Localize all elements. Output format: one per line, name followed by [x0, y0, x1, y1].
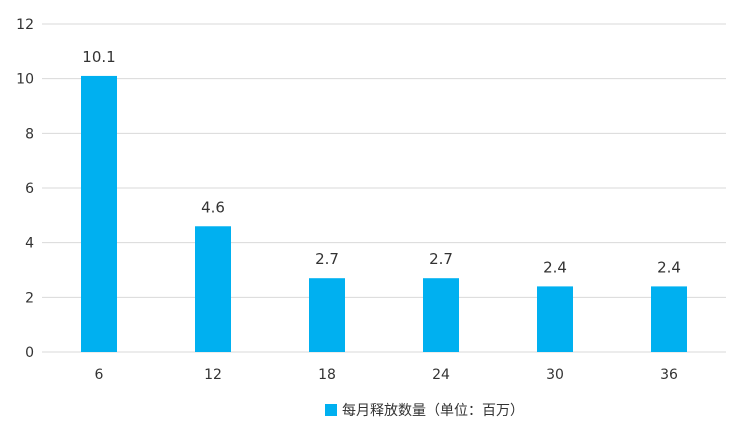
- x-tick-label: 6: [95, 367, 104, 383]
- x-tick-label: 18: [318, 367, 336, 383]
- x-tick-label: 24: [432, 367, 450, 383]
- y-tick-label: 0: [25, 345, 34, 361]
- legend-label: 每月释放数量（单位：百万）: [342, 403, 524, 419]
- bar-series: [81, 75, 687, 352]
- x-tick-label: 36: [660, 367, 678, 383]
- data-label: 2.4: [543, 258, 567, 276]
- y-tick-label: 4: [25, 236, 34, 252]
- y-tick-label: 6: [25, 181, 34, 197]
- x-axis-ticks: 6 12 18 24 30 36: [95, 367, 678, 383]
- x-tick-label: 12: [204, 367, 222, 383]
- y-tick-label: 10: [16, 72, 34, 88]
- data-label: 10.1: [82, 48, 115, 66]
- data-label: 2.7: [429, 250, 453, 268]
- bar: [309, 278, 345, 352]
- y-tick-label: 12: [16, 17, 34, 33]
- data-label: 2.4: [657, 258, 681, 276]
- bar: [651, 286, 687, 352]
- y-tick-label: 8: [25, 126, 34, 142]
- legend-swatch: [325, 404, 337, 416]
- bar: [537, 286, 573, 352]
- bar: [195, 226, 231, 352]
- y-tick-label: 2: [25, 290, 34, 306]
- grid-layer: [42, 23, 726, 353]
- y-axis-ticks: 0 2 4 6 8 10 12: [16, 17, 34, 361]
- data-labels: 10.1 4.6 2.7 2.7 2.4 2.4: [82, 48, 681, 276]
- data-label: 2.7: [315, 250, 339, 268]
- x-tick-label: 30: [546, 367, 564, 383]
- bar: [423, 278, 459, 352]
- data-label: 4.6: [201, 198, 225, 216]
- legend: 每月释放数量（单位：百万）: [325, 403, 524, 419]
- bar: [81, 75, 117, 352]
